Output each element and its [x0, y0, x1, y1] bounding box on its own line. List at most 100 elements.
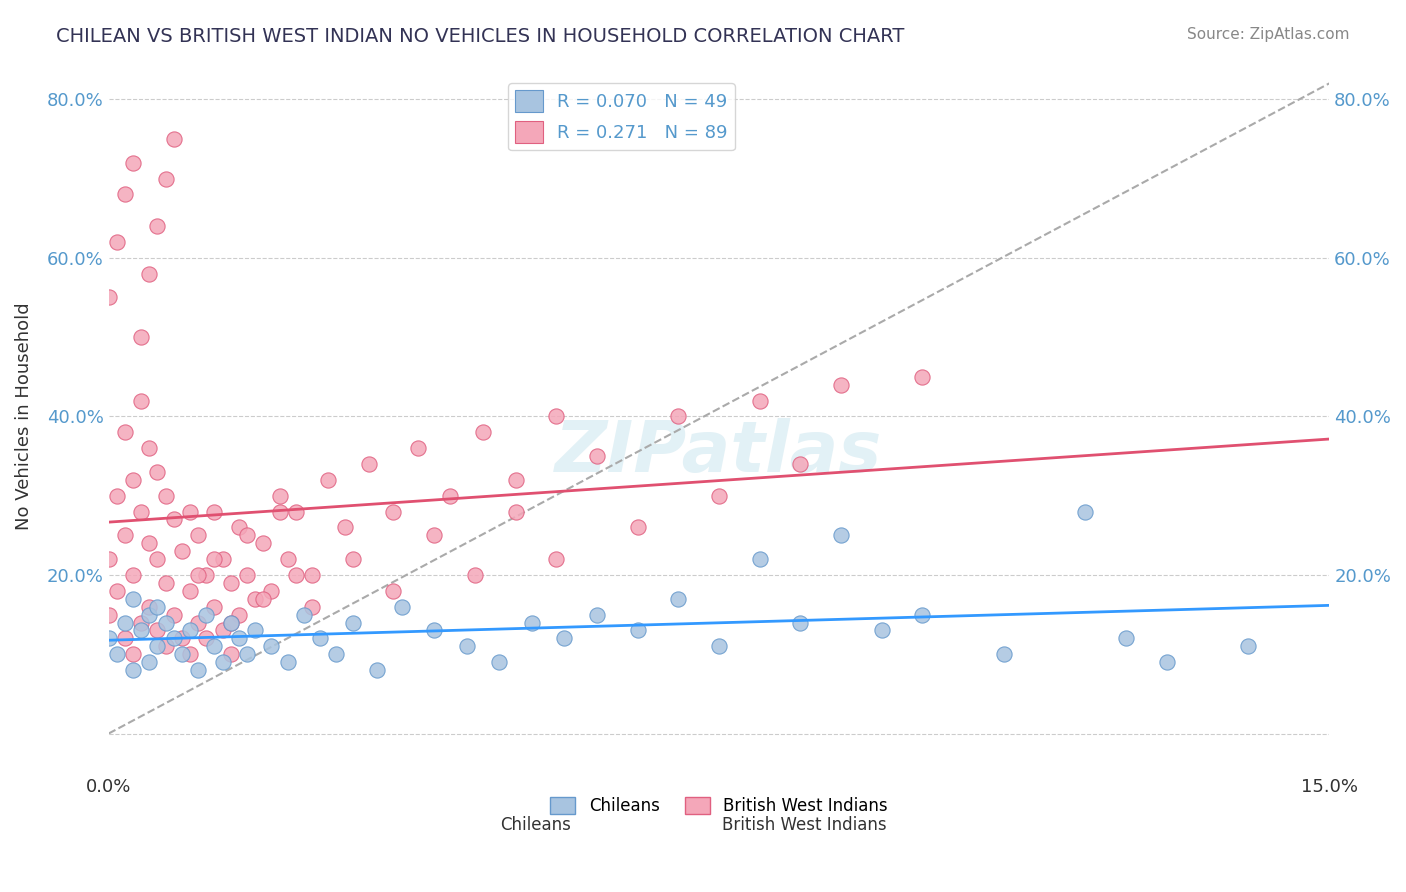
Point — [260, 583, 283, 598]
Point — [318, 473, 340, 487]
Point — [707, 640, 730, 654]
Point — [129, 624, 152, 638]
Point — [170, 647, 193, 661]
Point — [277, 552, 299, 566]
Point — [243, 591, 266, 606]
Point — [252, 591, 274, 606]
Point — [179, 504, 201, 518]
Point — [236, 568, 259, 582]
Point — [423, 624, 446, 638]
Point — [202, 504, 225, 518]
Legend: Chileans, British West Indians: Chileans, British West Indians — [544, 790, 894, 822]
Point — [122, 473, 145, 487]
Point — [471, 425, 494, 440]
Point — [382, 504, 405, 518]
Point — [105, 647, 128, 661]
Point — [163, 632, 186, 646]
Point — [114, 615, 136, 630]
Point — [284, 568, 307, 582]
Point — [382, 583, 405, 598]
Point — [666, 409, 689, 424]
Point — [114, 632, 136, 646]
Point — [1156, 655, 1178, 669]
Text: CHILEAN VS BRITISH WEST INDIAN NO VEHICLES IN HOUSEHOLD CORRELATION CHART: CHILEAN VS BRITISH WEST INDIAN NO VEHICL… — [56, 27, 904, 45]
Point — [146, 599, 169, 614]
Point — [911, 607, 934, 622]
Point — [114, 425, 136, 440]
Text: ZIPatlas: ZIPatlas — [555, 417, 883, 486]
Point — [114, 187, 136, 202]
Point — [488, 655, 510, 669]
Point — [97, 607, 120, 622]
Point — [170, 544, 193, 558]
Point — [195, 632, 218, 646]
Point — [211, 624, 233, 638]
Point — [219, 575, 242, 590]
Point — [129, 330, 152, 344]
Point — [707, 489, 730, 503]
Point — [520, 615, 543, 630]
Point — [252, 536, 274, 550]
Point — [155, 640, 177, 654]
Point — [187, 528, 209, 542]
Point — [155, 575, 177, 590]
Point — [1237, 640, 1260, 654]
Point — [138, 655, 160, 669]
Point — [870, 624, 893, 638]
Point — [211, 655, 233, 669]
Point — [391, 599, 413, 614]
Point — [406, 441, 429, 455]
Point — [163, 132, 186, 146]
Point — [789, 615, 811, 630]
Point — [129, 615, 152, 630]
Point — [553, 632, 575, 646]
Point — [97, 290, 120, 304]
Point — [138, 267, 160, 281]
Point — [179, 583, 201, 598]
Point — [626, 520, 648, 534]
Point — [146, 219, 169, 233]
Point — [284, 504, 307, 518]
Point — [228, 632, 250, 646]
Point — [170, 632, 193, 646]
Point — [97, 632, 120, 646]
Point — [586, 449, 609, 463]
Point — [105, 489, 128, 503]
Point — [146, 465, 169, 479]
Point — [219, 647, 242, 661]
Point — [146, 640, 169, 654]
Point — [911, 369, 934, 384]
Text: Source: ZipAtlas.com: Source: ZipAtlas.com — [1187, 27, 1350, 42]
Point — [830, 377, 852, 392]
Point — [236, 647, 259, 661]
Point — [122, 647, 145, 661]
Y-axis label: No Vehicles in Household: No Vehicles in Household — [15, 302, 32, 530]
Point — [122, 155, 145, 169]
Point — [138, 607, 160, 622]
Point — [464, 568, 486, 582]
Point — [325, 647, 347, 661]
Point — [456, 640, 478, 654]
Point — [301, 599, 323, 614]
Point — [138, 441, 160, 455]
Point — [546, 409, 568, 424]
Point — [277, 655, 299, 669]
Point — [97, 552, 120, 566]
Point — [439, 489, 461, 503]
Point — [666, 591, 689, 606]
Point — [195, 568, 218, 582]
Point — [546, 552, 568, 566]
Point — [155, 615, 177, 630]
Point — [187, 568, 209, 582]
Point — [122, 568, 145, 582]
Point — [138, 536, 160, 550]
Point — [179, 624, 201, 638]
Point — [138, 599, 160, 614]
Point — [187, 663, 209, 677]
Point — [202, 599, 225, 614]
Point — [243, 624, 266, 638]
Point — [505, 473, 527, 487]
Point — [219, 615, 242, 630]
Point — [187, 615, 209, 630]
Point — [114, 528, 136, 542]
